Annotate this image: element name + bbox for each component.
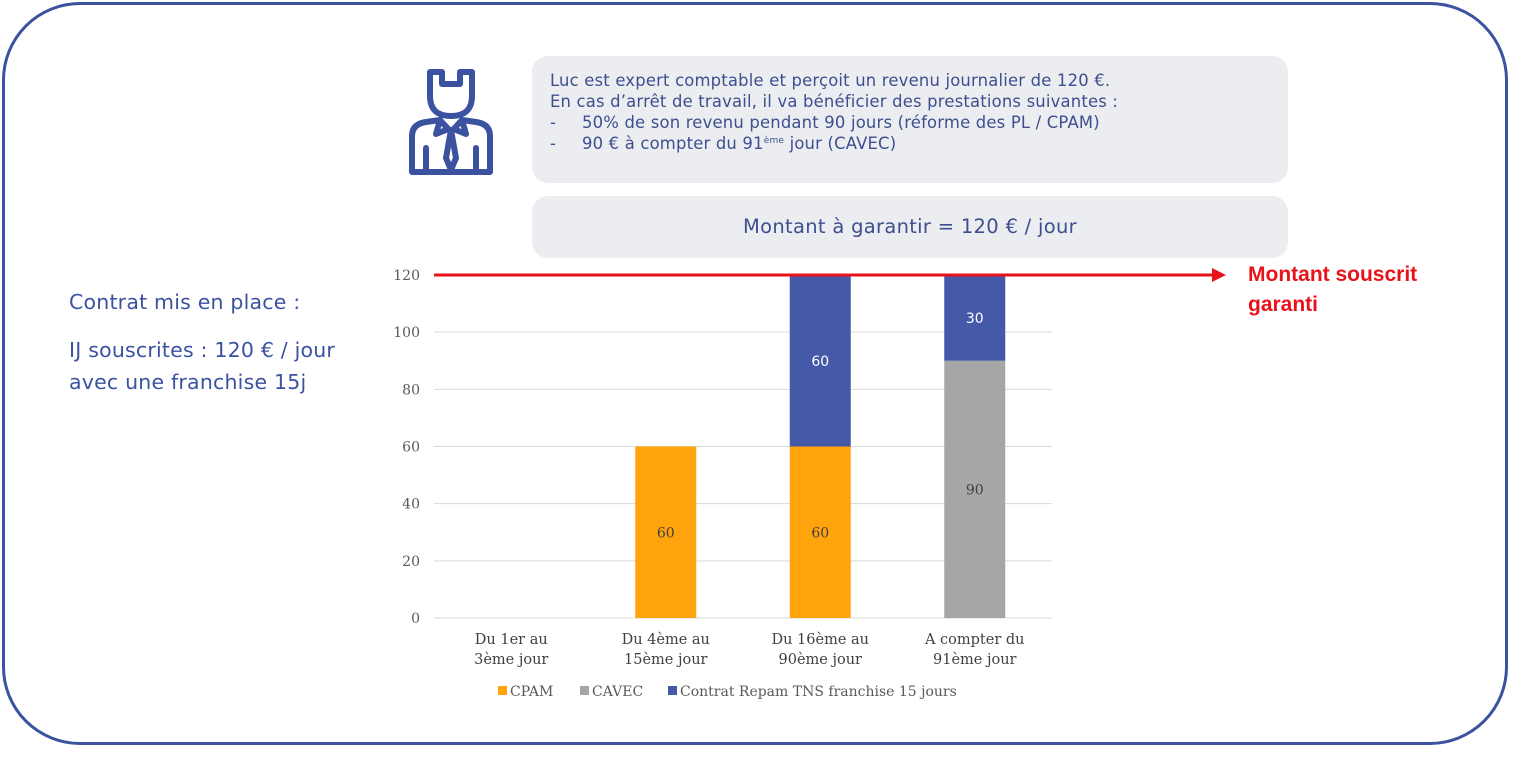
rounded-frame	[2, 2, 1508, 745]
accountant-person-icon	[409, 69, 493, 175]
bar-segment	[635, 446, 697, 618]
bullet-dash: -	[550, 113, 557, 132]
guarantee-line-label: Montant souscrit garanti	[1248, 260, 1417, 320]
y-tick-label: 40	[402, 497, 420, 513]
contract-note-body: IJ souscrites : 120 € / jour avec une fr…	[69, 338, 336, 394]
legend-swatch	[498, 686, 507, 695]
y-tick-label: 20	[402, 554, 420, 570]
bullet-dash: -	[550, 134, 557, 153]
arrow-head-icon	[1212, 268, 1226, 282]
scenario-line-2: En cas d’arrêt de travail, il va bénéfic…	[550, 92, 1119, 111]
data-label: 90	[966, 482, 984, 498]
data-label: 60	[657, 525, 675, 541]
scenario-line-1: Luc est expert comptable et perçoit un r…	[550, 71, 1111, 90]
data-label: 60	[811, 354, 829, 370]
legend-swatch	[580, 686, 589, 695]
legend-label: Contrat Repam TNS franchise 15 jours	[680, 684, 957, 700]
ordinal-suffix: ème	[763, 136, 785, 146]
x-tick-label: Du 4ème au	[622, 632, 710, 648]
benefit-text-cavec-suffix: jour (CAVEC)	[784, 134, 897, 153]
scenario-description-box: Luc est expert comptable et perçoit un r…	[532, 56, 1288, 183]
x-tick-label: 90ème jour	[779, 652, 863, 668]
y-tick-label: 60	[402, 440, 420, 456]
guarantee-label-line-1: Montant souscrit	[1248, 263, 1418, 286]
legend-swatch	[668, 686, 677, 695]
legend-label: CAVEC	[592, 684, 643, 700]
x-tick-label: 91ème jour	[933, 652, 1017, 668]
data-label: 60	[811, 525, 829, 541]
benefit-text-cpam: 50% de son revenu pendant 90 jours (réfo…	[582, 113, 1100, 132]
x-tick-label: 15ème jour	[624, 652, 708, 668]
x-tick-label: Du 16ème au	[771, 632, 869, 648]
amount-to-guarantee-box: Montant à garantir = 120 € / jour	[532, 196, 1288, 258]
y-tick-label: 120	[393, 268, 420, 284]
y-tick-label: 100	[393, 325, 420, 341]
benefit-text-cavec: 90 € à compter du 91ème jour (CAVEC)	[582, 133, 896, 154]
y-tick-label: 80	[402, 382, 420, 398]
guarantee-label-line-2: garanti	[1248, 293, 1319, 316]
x-tick-label: A compter du	[924, 632, 1025, 648]
bar-segment	[944, 275, 1006, 361]
contract-note: Contrat mis en place : IJ souscrites : 1…	[69, 286, 369, 398]
x-tick-label: 3ème jour	[474, 652, 548, 668]
bar-segment	[789, 446, 851, 618]
y-tick-label: 0	[411, 611, 420, 627]
benefit-text-cavec-prefix: 90 € à compter du 91	[582, 134, 764, 153]
benefit-item-cavec: - 90 € à compter du 91ème jour (CAVEC)	[550, 133, 1270, 154]
benefit-item-cpam: - 50% de son revenu pendant 90 jours (ré…	[550, 112, 1270, 133]
bar-segment	[944, 360, 1006, 618]
contract-note-heading: Contrat mis en place :	[69, 290, 301, 314]
bar-segment	[789, 275, 851, 447]
x-tick-label: Du 1er au	[475, 632, 548, 648]
legend-label: CPAM	[510, 684, 553, 700]
data-label: 30	[966, 311, 984, 327]
